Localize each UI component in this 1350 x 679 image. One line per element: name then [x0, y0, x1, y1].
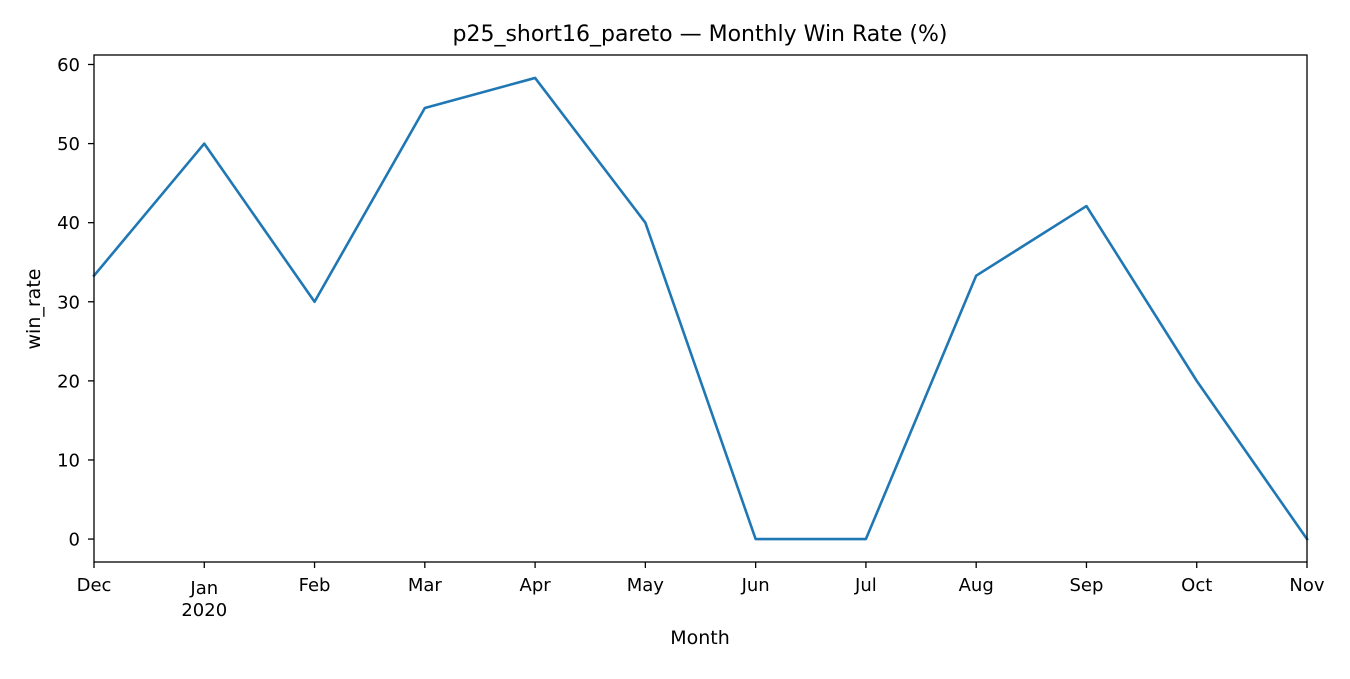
x-tick-label: Mar — [408, 575, 443, 596]
x-tick-label: Feb — [299, 575, 331, 596]
y-tick-label: 0 — [69, 530, 80, 551]
y-tick-label: 60 — [57, 55, 80, 76]
y-tick-label: 20 — [57, 371, 80, 392]
x-tick-label: Dec — [77, 575, 112, 596]
x-tick-label: May — [627, 575, 665, 596]
x-tick-label: Oct — [1181, 575, 1212, 596]
y-tick-label: 40 — [57, 213, 80, 234]
x-tick-label: Apr — [520, 575, 552, 596]
x-tick-sublabel: 2020 — [181, 600, 227, 621]
axes-frame — [93, 54, 1308, 563]
y-tick-label: 50 — [57, 134, 80, 155]
y-tick-label: 30 — [57, 292, 80, 313]
x-tick-label: Nov — [1289, 575, 1324, 596]
series-line-0 — [92, 76, 1309, 541]
x-tick-label: Aug — [959, 575, 994, 596]
x-tick-label: Jun — [741, 575, 770, 596]
y-tick-label: 10 — [57, 450, 80, 471]
x-tick-label: Jul — [854, 575, 877, 596]
x-axis-label: Month — [670, 627, 730, 649]
chart-title: p25_short16_pareto — Monthly Win Rate (%… — [452, 22, 947, 47]
x-tick-label: Jan — [189, 578, 218, 599]
y-axis-label: win_rate — [23, 269, 45, 350]
x-tick-label: Sep — [1069, 575, 1103, 596]
